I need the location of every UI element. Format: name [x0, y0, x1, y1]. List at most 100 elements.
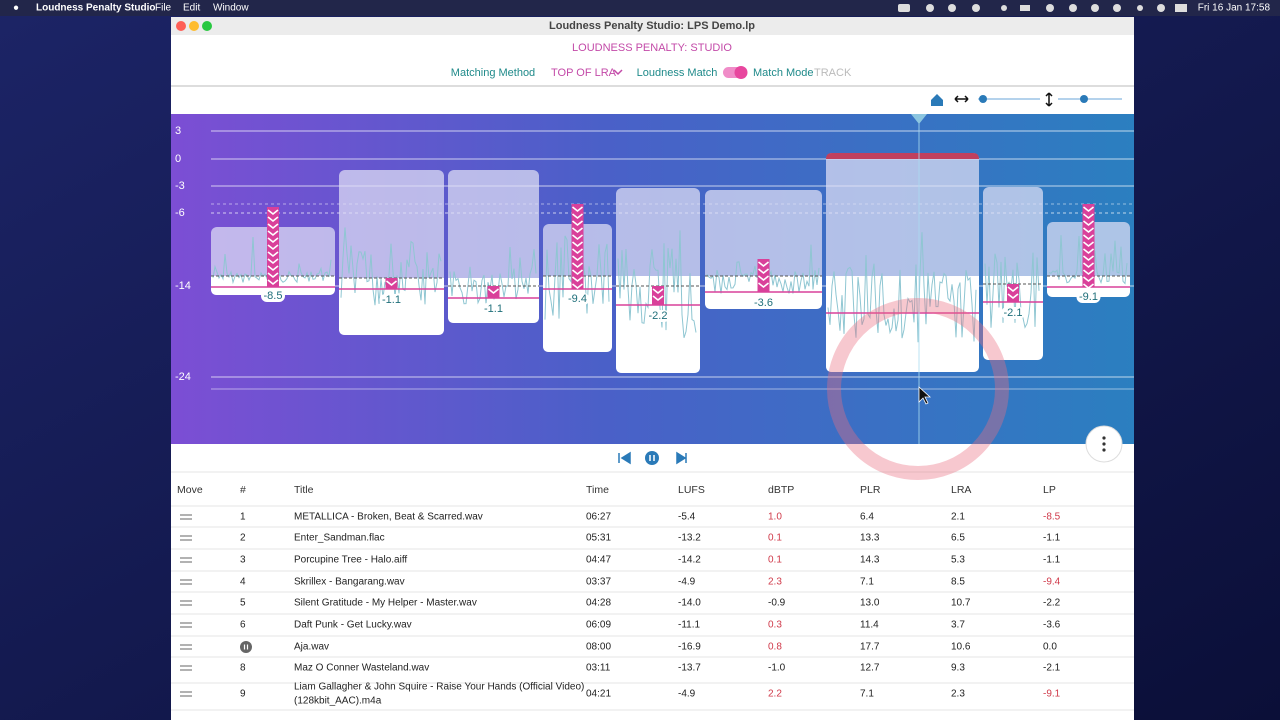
cell: 4: [240, 577, 246, 588]
chevron: [267, 230, 279, 237]
chevron: [758, 261, 769, 268]
track-block[interactable]: -1.1: [448, 170, 539, 323]
chevron: [1007, 286, 1019, 293]
cell: 3: [240, 555, 246, 566]
cell: -4.9: [678, 689, 696, 700]
track-block[interactable]: [826, 153, 979, 372]
cell: 5.3: [951, 555, 965, 566]
h-zoom-icon: [954, 95, 969, 103]
chevron: [572, 262, 583, 269]
drag-handle[interactable]: [180, 691, 192, 697]
slider-knob[interactable]: [979, 95, 987, 103]
cell: -5.4: [678, 512, 696, 523]
track-block[interactable]: -1.1: [339, 170, 444, 335]
cell: 2.3: [951, 689, 965, 700]
cell: 06:27: [586, 512, 611, 523]
drag-handle[interactable]: [180, 600, 192, 606]
matching-method-label: Matching Method: [451, 67, 535, 79]
block-lower: [543, 276, 612, 352]
cell: 0.1: [768, 555, 782, 566]
track-block[interactable]: -8.5: [211, 207, 335, 302]
drag-handle[interactable]: [180, 535, 192, 541]
chevron: [652, 288, 664, 295]
track-block[interactable]: -9.4: [543, 204, 612, 352]
cell: 1: [240, 512, 246, 523]
cell: 2.1: [951, 512, 965, 523]
cell: 10.7: [951, 598, 971, 609]
lp-label: -1.1: [484, 303, 503, 315]
cell: 8: [240, 663, 246, 674]
apple-menu[interactable]: ●: [13, 3, 19, 14]
track-block[interactable]: -2.2: [616, 188, 700, 373]
drag-handle[interactable]: [180, 557, 192, 563]
cell: -16.9: [678, 642, 701, 653]
cell: -4.9: [678, 577, 696, 588]
chevron: [267, 272, 279, 279]
close-button[interactable]: [176, 21, 186, 31]
lp-pill: [565, 293, 590, 305]
chevron: [267, 279, 279, 286]
app-menu[interactable]: Loudness Penalty Studio: [36, 3, 155, 14]
column-header: LRA: [951, 484, 971, 496]
track-block[interactable]: -2.1: [983, 187, 1043, 360]
toggle-knob: [734, 66, 748, 79]
cell: 03:11: [586, 663, 611, 674]
zoom-button[interactable]: [202, 21, 212, 31]
track-block[interactable]: -3.6: [705, 190, 822, 309]
cell: 8.5: [951, 577, 965, 588]
chevron: [758, 282, 769, 289]
drag-handle[interactable]: [180, 622, 192, 628]
mouse-cursor: [918, 386, 932, 405]
pause-button[interactable]: [645, 451, 659, 465]
track-block[interactable]: -9.1: [1047, 204, 1130, 303]
cell: -0.9: [768, 598, 786, 609]
waveform: [984, 252, 1040, 329]
chevron: [1083, 255, 1094, 262]
chevron: [267, 265, 279, 272]
block-lower: [339, 278, 444, 335]
lp-label: -2.1: [1004, 307, 1023, 319]
previous-button[interactable]: [618, 451, 631, 465]
playhead-marker: [911, 114, 927, 124]
chevron: [572, 234, 583, 241]
cell: 12.7: [860, 663, 880, 674]
menu-item[interactable]: Edit: [183, 3, 200, 14]
lp-pill: [1001, 307, 1025, 319]
cell: 0.8: [768, 642, 782, 653]
v-zoom-icon: [1045, 92, 1053, 107]
drag-handle[interactable]: [180, 514, 192, 520]
drag-handle[interactable]: [180, 644, 192, 650]
slider-knob[interactable]: [1080, 95, 1088, 103]
lp-label: -3.6: [754, 297, 773, 309]
cell: 14.3: [860, 555, 880, 566]
loudness-match-label: Loudness Match: [637, 67, 718, 79]
drag-handle[interactable]: [180, 665, 192, 671]
match-mode-value[interactable]: TRACK: [814, 67, 852, 79]
status-icons: [898, 4, 1187, 12]
drag-handle[interactable]: [180, 579, 192, 585]
chevron: [572, 220, 583, 227]
menu-item[interactable]: Window: [213, 3, 249, 14]
matching-method-dropdown[interactable]: TOP OF LRA: [551, 67, 617, 79]
home-button[interactable]: [931, 94, 943, 106]
lp-pill: [379, 294, 404, 306]
cell: 3.7: [951, 620, 965, 631]
cell: -1.1: [1043, 533, 1061, 544]
cell: -3.6: [1043, 620, 1061, 631]
lp-label: -9.4: [568, 293, 587, 305]
chevron: [572, 255, 583, 262]
next-button[interactable]: [676, 451, 687, 465]
chevron: [1083, 262, 1094, 269]
menu-item[interactable]: File: [155, 3, 172, 14]
scale-label: -3: [175, 180, 185, 192]
waveform: [617, 230, 697, 338]
cell: 17.7: [860, 642, 880, 653]
playing-icon: [240, 641, 252, 653]
minimize-button[interactable]: [189, 21, 199, 31]
clock[interactable]: Fri 16 Jan 17:58: [1198, 3, 1271, 14]
waveform: [340, 227, 442, 306]
scale-label: 0: [175, 153, 181, 165]
chevron: [1083, 241, 1094, 248]
scale-label: -6: [175, 207, 185, 219]
